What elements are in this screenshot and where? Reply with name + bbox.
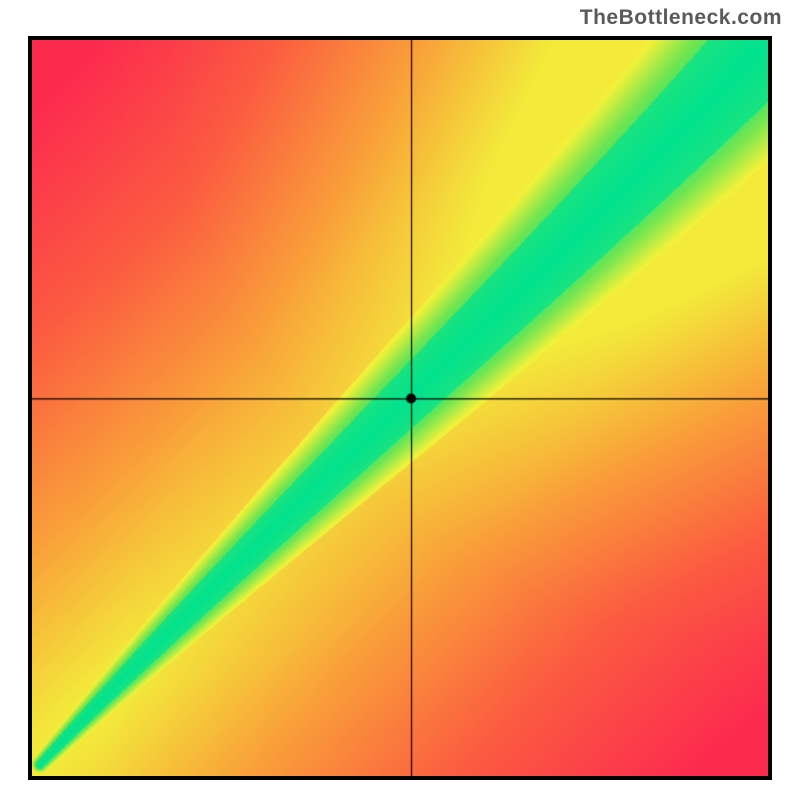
plot-frame <box>28 36 772 780</box>
chart-container: TheBottleneck.com <box>0 0 800 800</box>
heatmap-canvas <box>32 40 768 776</box>
watermark-text: TheBottleneck.com <box>580 6 782 30</box>
